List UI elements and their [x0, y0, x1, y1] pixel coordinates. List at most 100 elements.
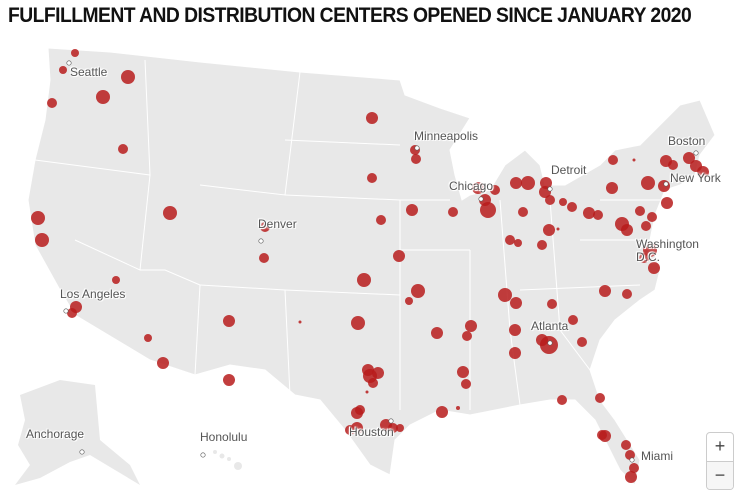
facility-marker[interactable] [368, 378, 378, 388]
zoom-in-button[interactable]: + [714, 436, 726, 456]
facility-marker[interactable] [536, 334, 548, 346]
facility-marker[interactable] [456, 406, 460, 410]
facility-marker[interactable] [641, 176, 655, 190]
facility-marker[interactable] [472, 182, 484, 194]
facility-marker[interactable] [351, 316, 365, 330]
facility-marker[interactable] [621, 440, 631, 450]
city-point-honolulu [200, 452, 206, 458]
facility-marker[interactable] [355, 405, 365, 415]
facility-marker[interactable] [480, 202, 496, 218]
facility-marker[interactable] [547, 299, 557, 309]
zoom-out-button[interactable]: − [707, 461, 733, 489]
facility-marker[interactable] [621, 224, 633, 236]
facility-marker[interactable] [298, 320, 302, 324]
facility-marker[interactable] [567, 202, 577, 212]
facility-marker[interactable] [118, 144, 128, 154]
facility-marker[interactable] [388, 423, 398, 433]
facility-marker[interactable] [490, 185, 500, 195]
facility-marker[interactable] [583, 207, 595, 219]
facility-marker[interactable] [396, 424, 404, 432]
facility-marker[interactable] [405, 297, 413, 305]
facility-marker[interactable] [510, 177, 522, 189]
facility-marker[interactable] [393, 250, 405, 262]
facility-marker[interactable] [345, 425, 355, 435]
facility-marker[interactable] [461, 379, 471, 389]
facility-marker[interactable] [648, 262, 660, 274]
facility-marker[interactable] [223, 315, 235, 327]
facility-marker[interactable] [411, 284, 425, 298]
city-point-chicago [478, 196, 484, 202]
facility-marker[interactable] [448, 207, 458, 217]
facility-marker[interactable] [599, 285, 611, 297]
facility-marker[interactable] [365, 390, 369, 394]
facility-marker[interactable] [643, 243, 657, 257]
facility-marker[interactable] [367, 173, 377, 183]
facility-marker[interactable] [658, 180, 670, 192]
facility-marker[interactable] [47, 98, 57, 108]
facility-marker[interactable] [635, 206, 645, 216]
facility-marker[interactable] [597, 430, 607, 440]
facility-marker[interactable] [521, 176, 535, 190]
facility-marker[interactable] [545, 195, 555, 205]
facility-marker[interactable] [31, 211, 45, 225]
facility-marker[interactable] [514, 239, 522, 247]
facility-marker[interactable] [411, 154, 421, 164]
facility-marker[interactable] [357, 273, 371, 287]
facility-marker[interactable] [112, 276, 120, 284]
facility-marker[interactable] [67, 308, 77, 318]
facility-marker[interactable] [96, 90, 110, 104]
facility-marker[interactable] [625, 450, 635, 460]
facility-marker[interactable] [668, 160, 678, 170]
facility-marker[interactable] [376, 215, 386, 225]
facility-marker[interactable] [505, 235, 515, 245]
facility-marker[interactable] [683, 152, 695, 164]
facility-marker[interactable] [121, 70, 135, 84]
facility-marker[interactable] [639, 253, 649, 263]
facility-marker[interactable] [163, 206, 177, 220]
map-title: FULFILLMENT AND DISTRIBUTION CENTERS OPE… [8, 4, 692, 27]
facility-marker[interactable] [157, 357, 169, 369]
facility-marker[interactable] [577, 337, 587, 347]
facility-marker[interactable] [661, 197, 673, 209]
facility-marker[interactable] [543, 224, 555, 236]
facility-marker[interactable] [622, 289, 632, 299]
facility-marker[interactable] [462, 331, 472, 341]
city-label-miami: Miami [641, 449, 673, 463]
facility-marker[interactable] [59, 66, 67, 74]
facility-marker[interactable] [647, 212, 657, 222]
facility-marker[interactable] [632, 158, 636, 162]
facility-marker[interactable] [593, 210, 603, 220]
facility-marker[interactable] [518, 207, 528, 217]
facility-marker[interactable] [71, 49, 79, 57]
facility-marker[interactable] [509, 347, 521, 359]
facility-marker[interactable] [509, 324, 521, 336]
facility-marker[interactable] [557, 395, 567, 405]
facility-marker[interactable] [498, 288, 512, 302]
facility-marker[interactable] [431, 327, 443, 339]
facility-marker[interactable] [537, 240, 547, 250]
facility-marker[interactable] [144, 334, 152, 342]
facility-marker[interactable] [406, 204, 418, 216]
facility-marker[interactable] [629, 463, 639, 473]
facility-marker[interactable] [568, 315, 578, 325]
facility-marker[interactable] [595, 393, 605, 403]
facility-marker[interactable] [510, 297, 522, 309]
facility-marker[interactable] [372, 367, 384, 379]
facility-marker[interactable] [223, 374, 235, 386]
facility-marker[interactable] [436, 406, 448, 418]
facility-marker[interactable] [540, 177, 552, 189]
facility-marker[interactable] [606, 182, 618, 194]
facility-marker[interactable] [697, 166, 709, 178]
facility-marker[interactable] [556, 227, 560, 231]
facility-marker[interactable] [608, 155, 618, 165]
facility-marker[interactable] [641, 221, 651, 231]
facility-marker[interactable] [625, 471, 637, 483]
facility-marker[interactable] [35, 233, 49, 247]
facility-marker[interactable] [259, 253, 269, 263]
facility-marker[interactable] [465, 320, 477, 332]
facility-marker[interactable] [260, 222, 270, 232]
facility-marker[interactable] [457, 366, 469, 378]
facility-marker[interactable] [366, 112, 378, 124]
facility-marker[interactable] [559, 198, 567, 206]
